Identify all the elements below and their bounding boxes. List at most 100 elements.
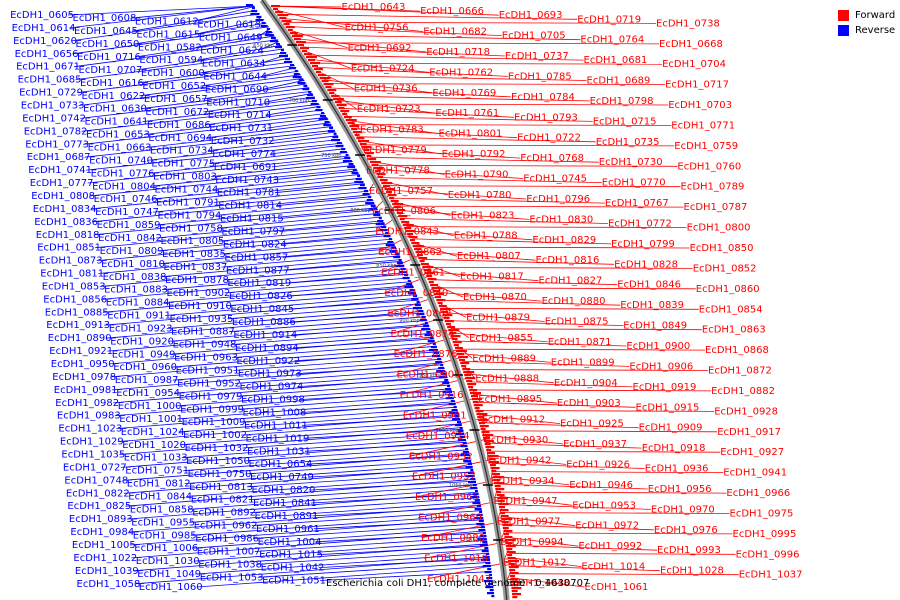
gene-label-ecdh1_0605[interactable]: EcDH1_0605 — [10, 10, 74, 21]
gene-label-ecdh1_1035[interactable]: EcDH1_1035 — [61, 450, 125, 461]
gene-label-ecdh1_0955[interactable]: EcDH1_0955 — [131, 517, 195, 528]
gene-label-ecdh1_0843[interactable]: EcDH1_0843 — [375, 227, 439, 238]
gene-label-ecdh1_0854[interactable]: EcDH1_0854 — [699, 304, 763, 315]
gene-label-ecdh1_0838[interactable]: EcDH1_0838 — [103, 272, 167, 283]
gene-label-ecdh1_0861[interactable]: EcDH1_0861 — [381, 268, 445, 279]
gene-label-ecdh1_0738[interactable]: EcDH1_0738 — [656, 18, 720, 29]
gene-label-ecdh1_0735[interactable]: EcDH1_0735 — [596, 137, 660, 148]
gene-label-ecdh1_0746[interactable]: EcDH1_0746 — [94, 194, 158, 205]
gene-label-ecdh1_1006[interactable]: EcDH1_1006 — [134, 543, 198, 554]
gene-label-ecdh1_0748[interactable]: EcDH1_0748 — [64, 475, 128, 486]
gene-label-ecdh1_0747[interactable]: EcDH1_0747 — [95, 207, 159, 218]
gene-label-ecdh1_0894[interactable]: EcDH1_0894 — [235, 343, 299, 354]
gene-label-ecdh1_1009[interactable]: EcDH1_1009 — [182, 417, 246, 428]
gene-label-ecdh1_0980[interactable]: EcDH1_0980 — [421, 533, 485, 544]
gene-label-ecdh1_0830[interactable]: EcDH1_0830 — [529, 214, 593, 225]
gene-label-ecdh1_0718[interactable]: EcDH1_0718 — [426, 47, 490, 58]
gene-label-ecdh1_0984[interactable]: EcDH1_0984 — [70, 527, 134, 538]
gene-label-ecdh1_0781[interactable]: EcDH1_0781 — [217, 188, 281, 199]
gene-label-ecdh1_0794[interactable]: EcDH1_0794 — [158, 210, 222, 221]
gene-label-ecdh1_0842[interactable]: EcDH1_0842 — [98, 233, 162, 244]
gene-label-ecdh1_0710[interactable]: EcDH1_0710 — [206, 97, 270, 108]
gene-label-ecdh1_0841[interactable]: EcDH1_0841 — [253, 498, 317, 509]
gene-label-ecdh1_0750[interactable]: EcDH1_0750 — [188, 469, 252, 480]
gene-label-ecdh1_0797[interactable]: EcDH1_0797 — [221, 227, 285, 238]
gene-label-ecdh1_0966[interactable]: EcDH1_0966 — [726, 488, 790, 499]
gene-label-ecdh1_0729[interactable]: EcDH1_0729 — [19, 88, 83, 99]
gene-label-ecdh1_0645[interactable]: EcDH1_0645 — [74, 26, 138, 37]
gene-label-ecdh1_0620[interactable]: EcDH1_0620 — [13, 36, 77, 47]
gene-label-ecdh1_0903[interactable]: EcDH1_0903 — [557, 398, 621, 409]
gene-label-ecdh1_0777[interactable]: EcDH1_0777 — [30, 178, 94, 189]
gene-label-ecdh1_0820[interactable]: EcDH1_0820 — [252, 485, 316, 496]
gene-label-ecdh1_1032[interactable]: EcDH1_1032 — [185, 443, 249, 454]
gene-label-ecdh1_0910[interactable]: EcDH1_0910 — [168, 301, 232, 312]
gene-label-ecdh1_0704[interactable]: EcDH1_0704 — [662, 59, 726, 70]
gene-label-ecdh1_0969[interactable]: EcDH1_0969 — [418, 513, 482, 524]
gene-label-ecdh1_0952[interactable]: EcDH1_0952 — [177, 378, 241, 389]
gene-label-ecdh1_1060[interactable]: EcDH1_1060 — [139, 582, 203, 593]
gene-label-ecdh1_0768[interactable]: EcDH1_0768 — [520, 153, 584, 164]
gene-label-ecdh1_1031[interactable]: EcDH1_1031 — [247, 446, 311, 457]
gene-label-ecdh1_0902[interactable]: EcDH1_0902 — [167, 288, 231, 299]
gene-label-ecdh1_0782[interactable]: EcDH1_0782 — [24, 126, 88, 137]
gene-label-ecdh1_1051[interactable]: EcDH1_1051 — [262, 576, 326, 587]
gene-label-ecdh1_0773[interactable]: EcDH1_0773 — [25, 139, 89, 150]
gene-label-ecdh1_0923[interactable]: EcDH1_0923 — [109, 324, 173, 335]
gene-label-ecdh1_0744[interactable]: EcDH1_0744 — [155, 185, 219, 196]
gene-label-ecdh1_0949[interactable]: EcDH1_0949 — [112, 349, 176, 360]
gene-label-ecdh1_0924[interactable]: EcDH1_0924 — [406, 431, 470, 442]
gene-label-ecdh1_0834[interactable]: EcDH1_0834 — [33, 204, 97, 215]
gene-label-ecdh1_0915[interactable]: EcDH1_0915 — [636, 402, 700, 413]
gene-label-ecdh1_0930[interactable]: EcDH1_0930 — [484, 435, 548, 446]
gene-label-ecdh1_0998[interactable]: EcDH1_0998 — [241, 395, 305, 406]
gene-label-ecdh1_0936[interactable]: EcDH1_0936 — [645, 464, 709, 475]
gene-label-ecdh1_0893[interactable]: EcDH1_0893 — [69, 514, 133, 525]
gene-label-ecdh1_1000[interactable]: EcDH1_1000 — [118, 401, 182, 412]
gene-label-ecdh1_0608[interactable]: EcDH1_0608 — [73, 13, 137, 24]
gene-label-ecdh1_0790[interactable]: EcDH1_0790 — [445, 170, 509, 181]
gene-label-ecdh1_0691[interactable]: EcDH1_0691 — [214, 162, 278, 173]
gene-label-ecdh1_0689[interactable]: EcDH1_0689 — [587, 76, 651, 87]
gene-label-ecdh1_0869[interactable]: EcDH1_0869 — [388, 308, 452, 319]
gene-label-ecdh1_0981[interactable]: EcDH1_0981 — [54, 385, 118, 396]
gene-label-ecdh1_0900[interactable]: EcDH1_0900 — [626, 341, 690, 352]
gene-label-ecdh1_1061[interactable]: EcDH1_1061 — [585, 582, 649, 593]
gene-label-ecdh1_0737[interactable]: EcDH1_0737 — [505, 51, 569, 62]
gene-label-ecdh1_0920[interactable]: EcDH1_0920 — [110, 336, 174, 347]
gene-label-ecdh1_1008[interactable]: EcDH1_1008 — [243, 408, 307, 419]
gene-label-ecdh1_0879[interactable]: EcDH1_0879 — [466, 312, 530, 323]
gene-label-ecdh1_0837[interactable]: EcDH1_0837 — [164, 262, 228, 273]
gene-label-ecdh1_0778[interactable]: EcDH1_0778 — [366, 165, 430, 176]
gene-label-ecdh1_0889[interactable]: EcDH1_0889 — [472, 353, 536, 364]
gene-label-ecdh1_0784[interactable]: EcDH1_0784 — [511, 92, 575, 103]
gene-label-ecdh1_0732[interactable]: EcDH1_0732 — [211, 136, 275, 147]
gene-label-ecdh1_0694[interactable]: EcDH1_0694 — [148, 133, 212, 144]
gene-label-ecdh1_1014[interactable]: EcDH1_1014 — [581, 562, 645, 573]
gene-label-ecdh1_0917[interactable]: EcDH1_0917 — [717, 427, 781, 438]
gene-label-ecdh1_0650[interactable]: EcDH1_0650 — [76, 39, 140, 50]
gene-label-ecdh1_0975[interactable]: EcDH1_0975 — [730, 509, 794, 520]
gene-label-ecdh1_0686[interactable]: EcDH1_0686 — [147, 120, 211, 131]
gene-label-ecdh1_0783[interactable]: EcDH1_0783 — [360, 125, 424, 136]
gene-label-ecdh1_0800[interactable]: EcDH1_0800 — [687, 223, 751, 234]
gene-label-ecdh1_0870[interactable]: EcDH1_0870 — [463, 292, 527, 303]
gene-label-ecdh1_1002[interactable]: EcDH1_1002 — [183, 430, 247, 441]
gene-label-ecdh1_0774[interactable]: EcDH1_0774 — [212, 149, 276, 160]
gene-label-ecdh1_0819[interactable]: EcDH1_0819 — [227, 278, 291, 289]
gene-label-ecdh1_0719[interactable]: EcDH1_0719 — [577, 14, 641, 25]
gene-label-ecdh1_0810[interactable]: EcDH1_0810 — [101, 259, 165, 270]
gene-label-ecdh1_0950[interactable]: EcDH1_0950 — [51, 359, 115, 370]
gene-label-ecdh1_0707[interactable]: EcDH1_0707 — [79, 65, 143, 76]
gene-label-ecdh1_0789[interactable]: EcDH1_0789 — [681, 182, 745, 193]
gene-label-ecdh1_0901[interactable]: EcDH1_0901 — [403, 411, 467, 422]
gene-label-ecdh1_0906[interactable]: EcDH1_0906 — [629, 361, 693, 372]
gene-label-ecdh1_0749[interactable]: EcDH1_0749 — [250, 472, 314, 483]
gene-label-ecdh1_0868[interactable]: EcDH1_0868 — [705, 345, 769, 356]
gene-label-ecdh1_1047[interactable]: EcDH1_1047 — [427, 574, 491, 585]
gene-label-ecdh1_0767[interactable]: EcDH1_0767 — [605, 198, 669, 209]
gene-label-ecdh1_0892[interactable]: EcDH1_0892 — [192, 508, 256, 519]
gene-label-ecdh1_0827[interactable]: EcDH1_0827 — [539, 276, 603, 287]
gene-label-ecdh1_1005[interactable]: EcDH1_1005 — [72, 540, 136, 551]
gene-label-ecdh1_0668[interactable]: EcDH1_0668 — [659, 39, 723, 50]
